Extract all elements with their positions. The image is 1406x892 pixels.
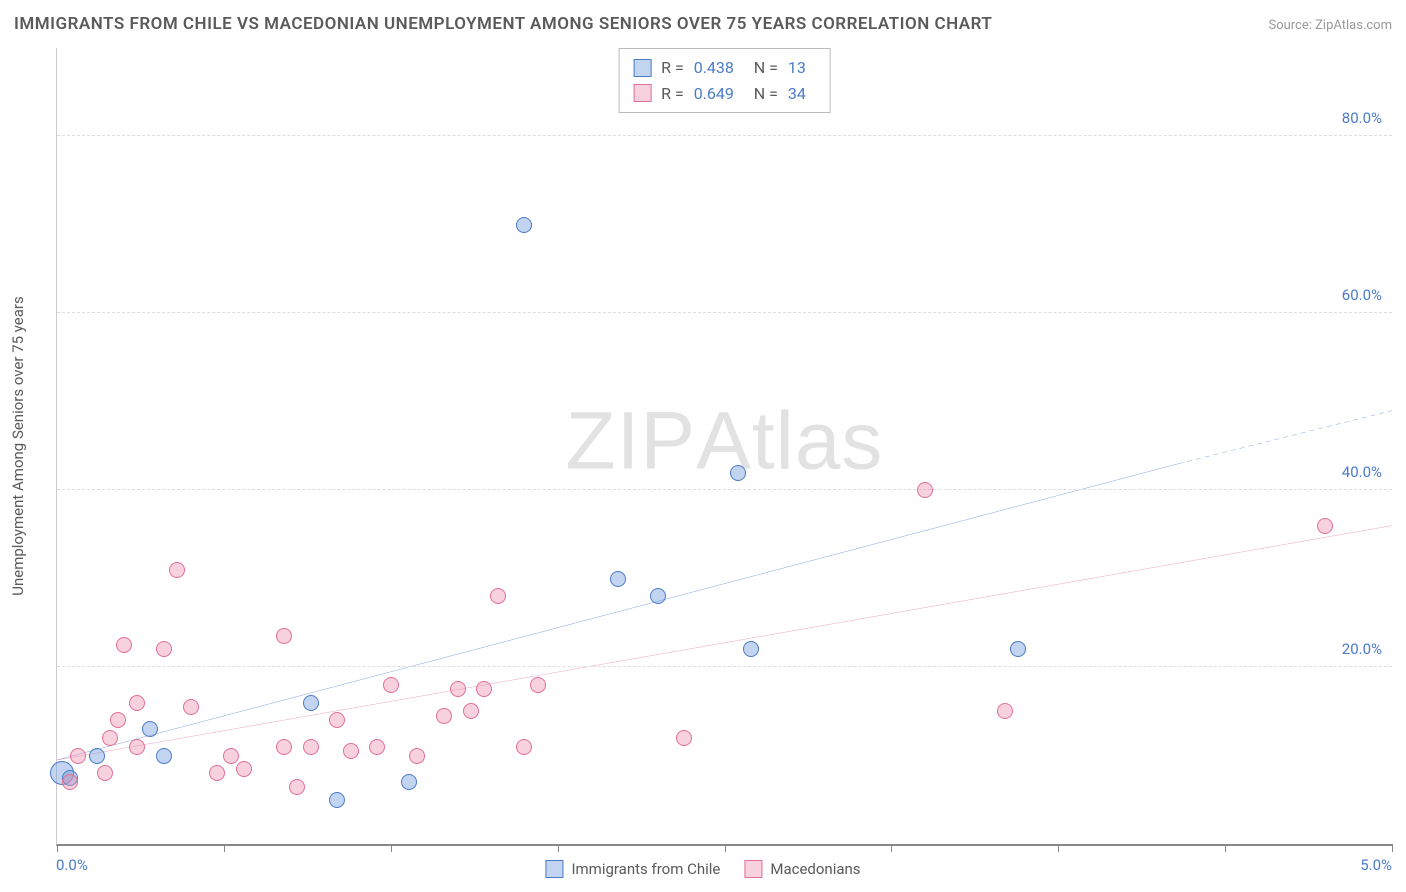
- legend-item: Macedonians: [744, 860, 860, 878]
- n-label: N =: [754, 81, 778, 107]
- data-point: [70, 748, 86, 764]
- y-axis-label: Unemployment Among Seniors over 75 years: [9, 296, 27, 595]
- x-tick: [1225, 844, 1226, 852]
- data-point: [463, 703, 479, 719]
- trend-lines: [57, 48, 1392, 844]
- n-value: 13: [788, 55, 816, 81]
- x-tick: [558, 844, 559, 852]
- data-point: [436, 708, 452, 724]
- data-point: [476, 681, 492, 697]
- legend-swatch: [744, 860, 762, 878]
- data-point: [116, 637, 132, 653]
- y-tick-label: 80.0%: [1342, 109, 1382, 127]
- data-point: [129, 695, 145, 711]
- grid-line: [57, 312, 1392, 313]
- stats-row: R = 0.649 N = 34: [633, 81, 816, 107]
- y-tick-label: 40.0%: [1342, 463, 1382, 481]
- data-point: [450, 681, 466, 697]
- n-value: 34: [788, 81, 816, 107]
- data-point: [490, 588, 506, 604]
- data-point: [1317, 518, 1333, 534]
- data-point: [516, 739, 532, 755]
- data-point: [209, 765, 225, 781]
- legend-item: Immigrants from Chile: [545, 860, 720, 878]
- x-tick: [57, 844, 58, 852]
- r-label: R =: [661, 55, 684, 81]
- x-tick: [224, 844, 225, 852]
- legend-swatch: [545, 860, 563, 878]
- x-tick: [1392, 844, 1393, 852]
- data-point: [401, 774, 417, 790]
- x-axis-min-label: 0.0%: [56, 856, 88, 874]
- data-point: [236, 761, 252, 777]
- data-point: [156, 748, 172, 764]
- data-point: [650, 588, 666, 604]
- stats-swatch: [633, 84, 651, 102]
- grid-line: [57, 666, 1392, 667]
- data-point: [329, 712, 345, 728]
- data-point: [303, 695, 319, 711]
- data-point: [610, 571, 626, 587]
- source-label: Source: ZipAtlas.com: [1268, 18, 1392, 33]
- data-point: [409, 748, 425, 764]
- y-tick-label: 60.0%: [1342, 286, 1382, 304]
- r-label: R =: [661, 81, 684, 107]
- plot-area: ZIPAtlas R =0.438N =13R =0.649N =34 20.0…: [56, 48, 1392, 846]
- data-point: [369, 739, 385, 755]
- stats-box: R = 0.438 N = 13 R = 0.649 N = 34: [618, 48, 831, 113]
- y-tick-label: 20.0%: [1342, 640, 1382, 658]
- x-axis-max-label: 5.0%: [1360, 856, 1392, 874]
- grid-line: [57, 489, 1392, 490]
- data-point: [156, 641, 172, 657]
- chart-title: IMMIGRANTS FROM CHILE VS MACEDONIAN UNEM…: [14, 14, 992, 34]
- legend-label: Immigrants from Chile: [571, 860, 720, 878]
- data-point: [129, 739, 145, 755]
- x-tick: [725, 844, 726, 852]
- data-point: [276, 628, 292, 644]
- data-point: [917, 482, 933, 498]
- x-tick: [891, 844, 892, 852]
- data-point: [743, 641, 759, 657]
- r-value: 0.649: [694, 81, 744, 107]
- bottom-legend: Immigrants from Chile Macedonians: [545, 860, 860, 878]
- x-tick: [391, 844, 392, 852]
- data-point: [142, 721, 158, 737]
- data-point: [383, 677, 399, 693]
- data-point: [997, 703, 1013, 719]
- data-point: [343, 743, 359, 759]
- data-point: [329, 792, 345, 808]
- data-point: [102, 730, 118, 746]
- data-point: [169, 562, 185, 578]
- data-point: [730, 465, 746, 481]
- data-point: [183, 699, 199, 715]
- data-point: [1010, 641, 1026, 657]
- data-point: [110, 712, 126, 728]
- n-label: N =: [754, 55, 778, 81]
- data-point: [97, 765, 113, 781]
- data-point: [89, 748, 105, 764]
- grid-line: [57, 135, 1392, 136]
- legend-label: Macedonians: [770, 860, 860, 878]
- stats-row: R = 0.438 N = 13: [633, 55, 816, 81]
- r-value: 0.438: [694, 55, 744, 81]
- data-point: [62, 774, 78, 790]
- data-point: [223, 748, 239, 764]
- data-point: [276, 739, 292, 755]
- data-point: [530, 677, 546, 693]
- data-point: [289, 779, 305, 795]
- data-point: [676, 730, 692, 746]
- stats-swatch: [633, 59, 651, 77]
- x-tick: [1058, 844, 1059, 852]
- data-point: [516, 217, 532, 233]
- data-point: [303, 739, 319, 755]
